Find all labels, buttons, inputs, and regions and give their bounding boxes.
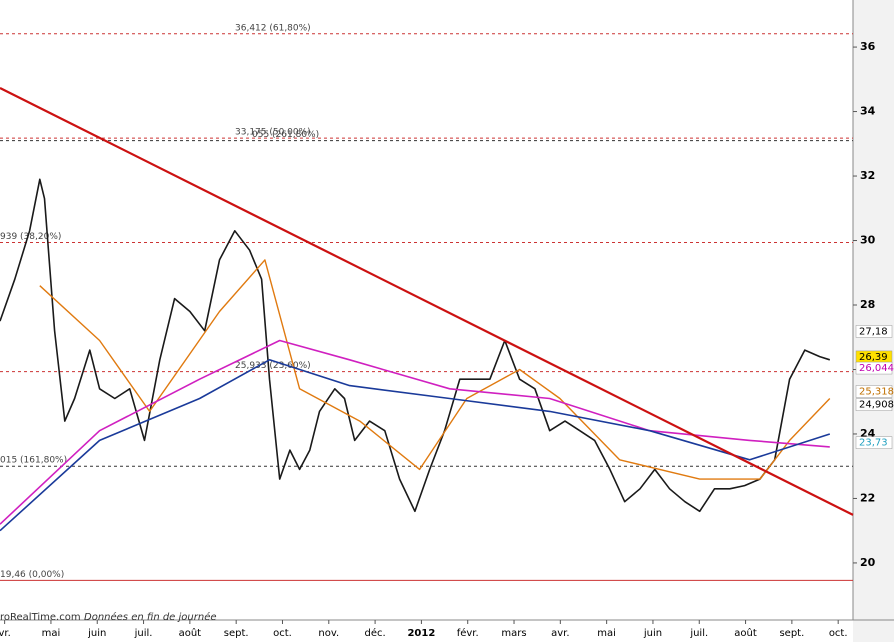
x-tick-label: juil. [689, 628, 708, 639]
series-line [0, 178, 831, 513]
x-tick-label: juin [87, 628, 106, 639]
value-tag-label: 24,908 [859, 400, 894, 411]
y-tick-label: 28 [860, 298, 875, 311]
x-tick-label: mai [42, 628, 61, 639]
value-tag [855, 385, 893, 398]
y-tick-label: 20 [860, 556, 876, 569]
x-tick-label: août [734, 627, 757, 639]
value-tag [855, 398, 893, 411]
level-label: 19,46 (0,00%) [0, 570, 64, 580]
level-label: 055 (261,80%) [252, 130, 319, 140]
footer-source: roRealTime.com [0, 612, 81, 623]
value-tag-label: 26,044 [859, 363, 894, 374]
y-tick-label: 34 [860, 105, 876, 118]
level-label: 36,412 (61,80%) [235, 23, 311, 33]
x-tick-label: sept. [224, 628, 249, 639]
y-tick-label: 30 [860, 234, 876, 247]
x-tick-label: nov. [318, 628, 339, 639]
value-tag [855, 361, 893, 375]
y-tick-label: 32 [860, 169, 875, 182]
x-tick-label: août [179, 627, 202, 639]
value-tag [855, 325, 893, 338]
series-line [0, 359, 831, 532]
x-tick-label: oct. [273, 628, 292, 639]
series-line [39, 259, 831, 480]
x-tick-label: juin [643, 628, 662, 639]
series-line [0, 87, 854, 516]
x-tick-label: 2012 [407, 628, 435, 639]
y-tick-label: 22 [860, 491, 875, 504]
x-tick-label: mai [597, 628, 616, 639]
level-label: 015 (161,80%) [0, 456, 67, 466]
x-tick-label: avr. [551, 628, 569, 639]
value-tag [855, 436, 893, 449]
value-tag-label: 23,73 [859, 438, 888, 449]
value-tag-label: 27,18 [859, 326, 888, 337]
x-tick-label: juil. [134, 628, 153, 639]
x-tick-label: oct. [829, 628, 848, 639]
y-axis-panel [853, 0, 894, 642]
x-tick-label: vr. [0, 628, 11, 639]
value-tag-label: 25,318 [859, 386, 894, 397]
y-tick-label: 36 [860, 40, 876, 53]
x-tick-label: déc. [365, 627, 386, 639]
level-label: 939 (38,20%) [0, 232, 61, 242]
x-tick-label: févr. [457, 627, 479, 639]
x-tick-label: mars [501, 628, 526, 639]
series-line [0, 339, 830, 525]
value-tag-label: 26,39 [859, 352, 888, 363]
level-label: 25,933 (23,60%) [235, 361, 311, 371]
level-label: 33,175 (50,00%) [235, 128, 311, 138]
x-tick-label: sept. [779, 628, 804, 639]
footer-note: Données en fin de journée [84, 611, 217, 623]
